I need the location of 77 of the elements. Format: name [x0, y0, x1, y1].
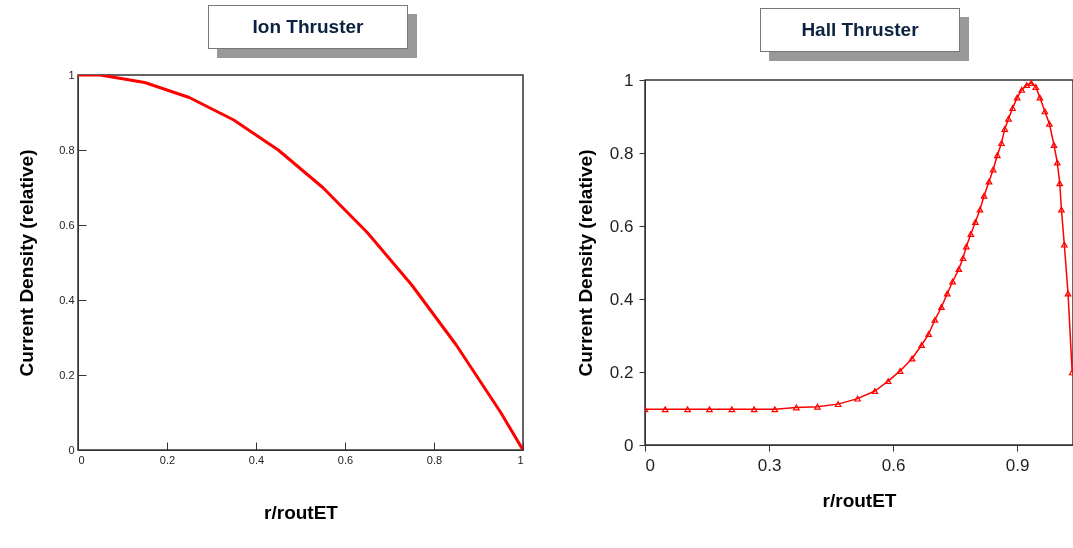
x-tick-label: 1 [517, 453, 524, 466]
point [1064, 290, 1072, 297]
point [1023, 82, 1031, 89]
x-tick-label: 0.6 [337, 453, 354, 466]
point [1053, 159, 1061, 166]
x-tick-label: 0.9 [1005, 455, 1030, 475]
line-series [645, 80, 1073, 413]
point [1036, 94, 1044, 101]
point [728, 406, 736, 413]
point [955, 266, 963, 273]
y-tick-label: 0.6 [609, 216, 634, 236]
point [959, 255, 967, 262]
chart-title: Hall Thruster [760, 8, 960, 52]
x-tick-label: 0.2 [159, 453, 176, 466]
point [998, 140, 1005, 147]
x-tick-label: 0 [645, 455, 655, 475]
y-axis-title: Current Density (relative) [16, 149, 38, 377]
point [684, 406, 691, 413]
point [949, 278, 956, 285]
point [989, 166, 997, 173]
point [1027, 80, 1035, 86]
point [1056, 180, 1064, 187]
point [1013, 94, 1021, 101]
point [972, 219, 979, 225]
line-series [78, 75, 523, 450]
x-tick-label: 0.3 [757, 455, 782, 475]
x-axis-title: r/routET [264, 501, 339, 523]
point [771, 406, 779, 413]
point [918, 342, 925, 348]
point [1060, 241, 1068, 248]
y-tick-label: 0.6 [59, 218, 75, 231]
x-tick-label: 0.6 [881, 455, 906, 475]
point [750, 406, 758, 413]
point [793, 404, 800, 411]
x-axis-title: r/routET [822, 489, 897, 511]
point [931, 316, 939, 323]
y-tick-label: 0.4 [609, 289, 634, 309]
point [976, 206, 984, 213]
point [985, 178, 993, 185]
point [1046, 120, 1053, 127]
y-tick-label: 0.8 [609, 143, 634, 163]
point [884, 378, 892, 385]
point [706, 406, 713, 413]
point [1009, 105, 1016, 112]
point [908, 355, 916, 362]
point [938, 304, 945, 310]
point [896, 367, 904, 374]
point [1041, 108, 1049, 115]
point [1032, 83, 1040, 90]
y-tick-label: 0.2 [609, 362, 634, 382]
chart-title: Ion Thruster [208, 5, 408, 49]
y-tick-label: 0.8 [59, 143, 75, 156]
point [1058, 206, 1065, 213]
point [1001, 125, 1009, 132]
point [1005, 115, 1012, 122]
point [871, 388, 879, 394]
point [943, 290, 951, 297]
x-tick-label: 0.8 [426, 453, 443, 466]
y-tick-label: 0.2 [59, 368, 75, 381]
y-tick-label: 1 [68, 68, 75, 81]
x-tick-label: 0.4 [248, 453, 265, 466]
point [1050, 142, 1058, 148]
point [814, 403, 821, 410]
y-tick-label: 1 [624, 70, 634, 90]
point [1018, 86, 1026, 93]
y-tick-label: 0.4 [59, 293, 75, 306]
point [993, 152, 1001, 159]
point [925, 331, 933, 338]
point [980, 192, 988, 199]
y-tick-label: 0 [68, 443, 75, 456]
point [854, 395, 861, 402]
point [834, 401, 842, 408]
point [962, 243, 970, 250]
point [967, 231, 975, 237]
x-tick-label: 0 [78, 453, 85, 466]
point [661, 406, 669, 413]
y-axis-title: Current Density (relative) [574, 149, 596, 377]
